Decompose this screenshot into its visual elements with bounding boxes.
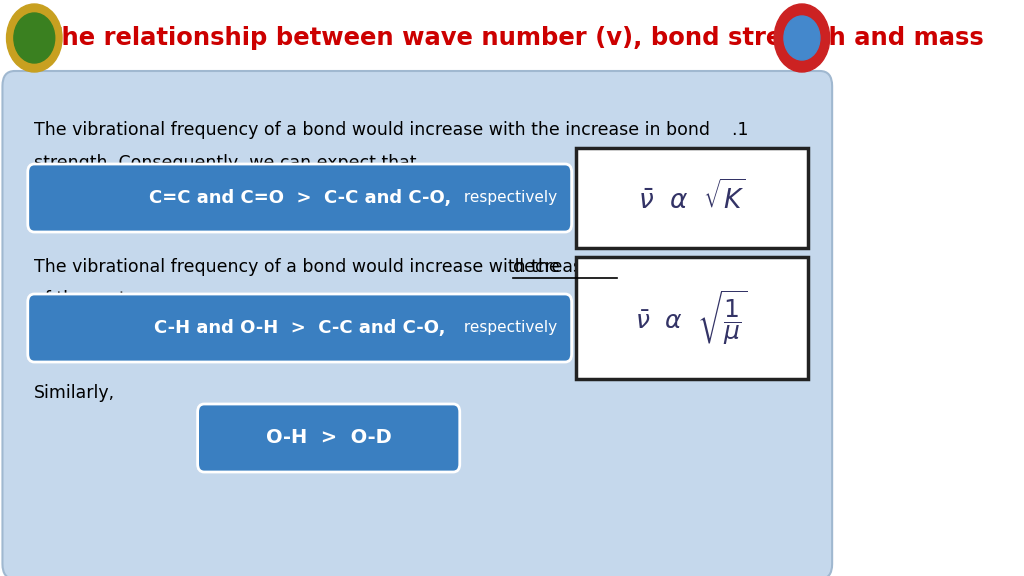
FancyBboxPatch shape <box>575 148 809 248</box>
Text: $\bar{\nu}$  $\alpha$  $\sqrt{K}$: $\bar{\nu}$ $\alpha$ $\sqrt{K}$ <box>638 181 745 215</box>
Text: respectively: respectively <box>459 190 557 205</box>
FancyBboxPatch shape <box>28 164 571 232</box>
Text: $\bar{\nu}$  $\alpha$  $\sqrt{\dfrac{1}{\mu}}$: $\bar{\nu}$ $\alpha$ $\sqrt{\dfrac{1}{\m… <box>635 289 749 347</box>
Text: The vibrational frequency of a bond would increase with the: The vibrational frequency of a bond woul… <box>34 258 560 276</box>
Circle shape <box>14 13 54 63</box>
Text: C=C and C=O  >  C-C and C-O,: C=C and C=O > C-C and C-O, <box>148 188 451 207</box>
FancyBboxPatch shape <box>575 257 809 379</box>
Text: strength. Consequently, we can expect that: strength. Consequently, we can expect th… <box>34 154 417 172</box>
Text: The vibrational frequency of a bond would increase with the increase in bond    : The vibrational frequency of a bond woul… <box>34 121 749 139</box>
Text: O-H  >  O-D: O-H > O-D <box>266 428 391 447</box>
Text: decrease in reduced mass: decrease in reduced mass <box>513 258 742 276</box>
FancyBboxPatch shape <box>198 404 460 472</box>
Text: respectively: respectively <box>459 320 557 335</box>
FancyBboxPatch shape <box>2 71 833 576</box>
FancyBboxPatch shape <box>28 294 571 362</box>
Circle shape <box>6 4 62 72</box>
Text: Similarly,: Similarly, <box>34 384 116 402</box>
Text: C-H and O-H  >  C-C and C-O,: C-H and O-H > C-C and C-O, <box>154 319 445 336</box>
FancyBboxPatch shape <box>0 0 837 76</box>
Text: of the system.: of the system. <box>34 290 160 308</box>
Text: The relationship between wave number (v), bond strength and mass: The relationship between wave number (v)… <box>45 26 984 50</box>
Circle shape <box>784 16 820 60</box>
Circle shape <box>774 4 829 72</box>
